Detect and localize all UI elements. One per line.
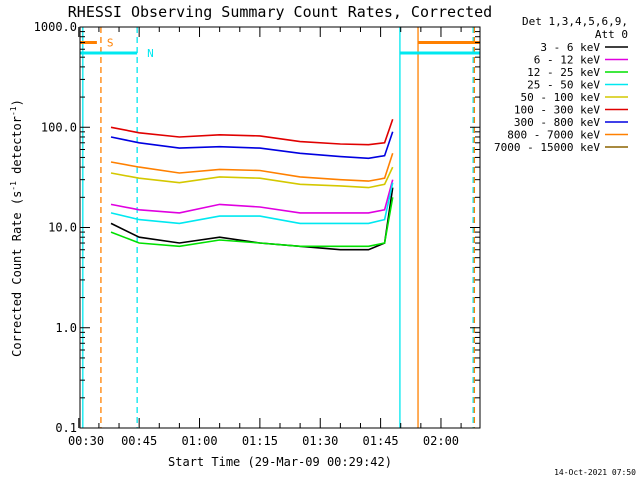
y-label-superscript-1: -1 [9, 181, 18, 191]
legend-header-line-1: Det 1,3,4,5,6,9, [522, 15, 628, 28]
y-tick-label-4: 1000.0 [34, 20, 77, 34]
y-label-superscript-2: -1 [9, 106, 18, 116]
y-axis: 0.1 1.0 10.0 100.0 1000.0 [34, 20, 480, 435]
x-tick-label-1: 00:45 [121, 434, 157, 448]
legend-entry-label-3: 25 - 50 keV [527, 79, 600, 92]
legend-entry-label-5: 100 - 300 keV [514, 104, 600, 117]
legend-entry-label-1: 6 - 12 keV [534, 54, 601, 67]
legend-header-line-2: Att 0 [595, 28, 628, 41]
y-label-part-1: Corrected Count Rate (s [10, 191, 24, 357]
x-tick-label-6: 02:00 [423, 434, 459, 448]
chart-title: RHESSI Observing Summary Count Rates, Co… [68, 3, 492, 21]
legend-entry-label-0: 3 - 6 keV [540, 41, 600, 54]
y-tick-label-1: 1.0 [55, 321, 77, 335]
series-lines [110, 119, 394, 251]
legend-entry-label-8: 7000 - 15000 keV [494, 141, 600, 154]
series-line-2 [110, 197, 394, 248]
x-tick-label-4: 01:30 [302, 434, 338, 448]
y-tick-label-0: 0.1 [55, 421, 77, 435]
legend-entry-label-6: 300 - 800 keV [514, 116, 600, 129]
series-line-1 [110, 179, 394, 214]
x-tick-label-0: 00:30 [68, 434, 104, 448]
legend-entry-label-7: 800 - 7000 keV [507, 129, 600, 142]
x-tick-label-5: 01:45 [363, 434, 399, 448]
flag-label-S: S [107, 37, 114, 50]
x-axis: 00:30 00:45 01:00 01:15 01:30 01:45 02:00 [68, 27, 462, 448]
series-line-0 [110, 187, 394, 251]
series-line-7 [110, 153, 394, 182]
event-markers [82, 27, 476, 428]
date-stamp: 14-Oct-2021 07:50 [554, 468, 636, 477]
flag-label-N: N [147, 47, 154, 60]
series-line-5 [110, 119, 394, 146]
flag-lines: SN [80, 37, 480, 60]
series-line-6 [110, 131, 394, 160]
y-tick-label-3: 100.0 [41, 120, 77, 134]
x-tick-label-2: 01:00 [181, 434, 217, 448]
y-label-part-2: detector [10, 116, 24, 181]
plot-frame [79, 26, 481, 429]
series-line-3 [110, 182, 394, 225]
legend-entry-label-2: 12 - 25 keV [527, 66, 600, 79]
series-line-4 [110, 166, 394, 189]
y-tick-label-2: 10.0 [48, 221, 77, 235]
legend-entry-label-4: 50 - 100 keV [521, 91, 601, 104]
y-label-part-3: ) [10, 99, 24, 106]
x-tick-label-3: 01:15 [242, 434, 278, 448]
x-axis-label: Start Time (29-Mar-09 00:29:42) [168, 455, 392, 469]
y-axis-label: Corrected Count Rate (s-1 detector-1) [9, 99, 24, 357]
